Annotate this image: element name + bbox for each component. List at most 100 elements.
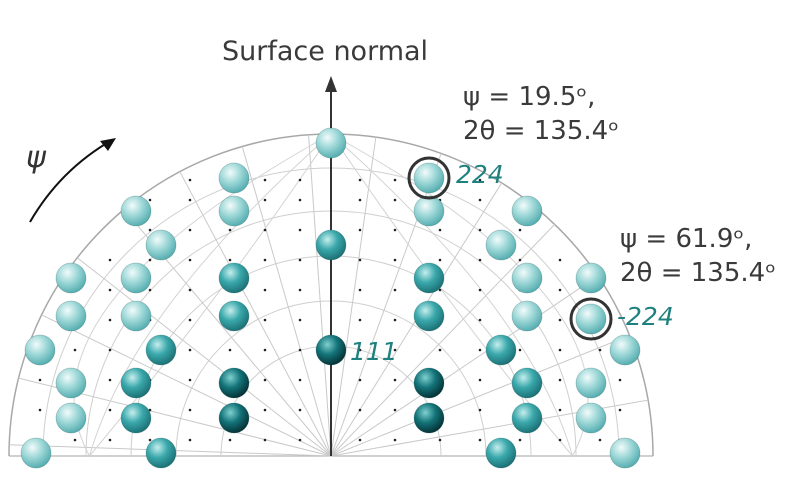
reflection-sphere <box>575 262 607 294</box>
reflection-sphere <box>413 262 445 294</box>
reflection-label-224: 224 <box>456 160 504 189</box>
grid-dot <box>478 228 482 232</box>
reflection-sphere <box>218 162 250 194</box>
annotation-224-2theta: 2θ = 135.4ᵒ <box>463 116 619 146</box>
grid-radial-line <box>330 334 630 457</box>
reflection-sphere <box>511 195 543 227</box>
reflection-sphere <box>55 262 87 294</box>
grid-dot <box>478 258 482 262</box>
reflection-sphere <box>218 367 250 399</box>
reflection-sphere <box>485 229 517 261</box>
reflection-sphere <box>55 300 87 332</box>
reflection-sphere <box>120 262 152 294</box>
reflection-sphere <box>24 334 56 366</box>
reflection-sphere <box>218 262 250 294</box>
reflection-sphere <box>145 437 177 469</box>
grid-radial-line <box>330 137 377 457</box>
psi-symbol: ψ <box>26 140 46 175</box>
reflection-sphere <box>575 402 607 434</box>
grid-dot <box>298 408 302 412</box>
grid-dot <box>188 198 192 202</box>
grid-dot <box>558 288 562 292</box>
highlight-circle-minus224 <box>569 297 613 341</box>
reflection-sphere <box>315 334 347 366</box>
grid-dot <box>228 228 232 232</box>
grid-dot <box>38 378 42 382</box>
grid-dot <box>393 378 397 382</box>
reflection-sphere <box>511 402 543 434</box>
grid-dot <box>478 198 482 202</box>
grid-dot <box>263 378 267 382</box>
reflection-sphere <box>120 300 152 332</box>
grid-dot <box>263 408 267 412</box>
grid-dot <box>188 438 192 442</box>
grid-radial-line <box>308 134 332 457</box>
grid-radial-line <box>41 314 332 457</box>
highlight-circle-224 <box>407 156 451 200</box>
grid-dot <box>393 438 397 442</box>
grid-dot <box>298 228 302 232</box>
grid-dot <box>558 408 562 412</box>
grid-dot <box>393 288 397 292</box>
reflection-sphere <box>145 334 177 366</box>
grid-dot <box>298 288 302 292</box>
grid-dot <box>478 408 482 412</box>
grid-dot <box>263 228 267 232</box>
grid-dot <box>228 348 232 352</box>
grid-dot <box>108 438 112 442</box>
grid-dot <box>358 198 362 202</box>
grid-dot <box>393 318 397 322</box>
grid-dot <box>358 288 362 292</box>
grid-dot <box>228 438 232 442</box>
grid-dot <box>393 408 397 412</box>
reflection-sphere <box>218 300 250 332</box>
grid-dot <box>148 228 152 232</box>
grid-dot <box>188 378 192 382</box>
grid-dot <box>148 258 152 262</box>
grid-dot <box>558 378 562 382</box>
reflection-sphere <box>413 195 445 227</box>
reflection-sphere <box>120 367 152 399</box>
reflection-label-minus224: -224 <box>617 302 674 331</box>
grid-dot <box>298 178 302 182</box>
grid-dot <box>148 288 152 292</box>
grid-dot <box>188 348 192 352</box>
grid-dot <box>358 318 362 322</box>
grid-dot <box>618 378 622 382</box>
grid-dot <box>393 348 397 352</box>
grid-dot <box>108 408 112 412</box>
grid-dot <box>38 408 42 412</box>
grid-dot <box>358 228 362 232</box>
grid-dot <box>598 348 602 352</box>
grid-dot <box>478 348 482 352</box>
grid-dot <box>438 258 442 262</box>
grid-dot <box>518 348 522 352</box>
grid-dot <box>438 348 442 352</box>
grid-dot <box>478 288 482 292</box>
reflection-spheres <box>20 127 641 469</box>
reflection-sphere <box>413 300 445 332</box>
reflection-sphere <box>55 402 87 434</box>
reflection-sphere <box>120 402 152 434</box>
grid-dot <box>188 318 192 322</box>
grid-dot <box>73 348 77 352</box>
grid-dot <box>108 378 112 382</box>
grid-dot <box>438 288 442 292</box>
grid-dot <box>438 438 442 442</box>
grid-dot <box>478 438 482 442</box>
grid-dot <box>598 438 602 442</box>
grid-meridian <box>89 133 332 457</box>
reflection-sphere <box>218 402 250 434</box>
grid-dot <box>188 288 192 292</box>
grid-dot <box>478 178 482 182</box>
reflection-sphere <box>218 195 250 227</box>
grid-dot <box>478 378 482 382</box>
grid-dot <box>228 258 232 262</box>
grid-dot <box>263 198 267 202</box>
grid-dot <box>558 348 562 352</box>
grid-dot <box>148 438 152 442</box>
reflection-sphere <box>575 367 607 399</box>
reflection-sphere <box>511 262 543 294</box>
grid-dot <box>263 438 267 442</box>
